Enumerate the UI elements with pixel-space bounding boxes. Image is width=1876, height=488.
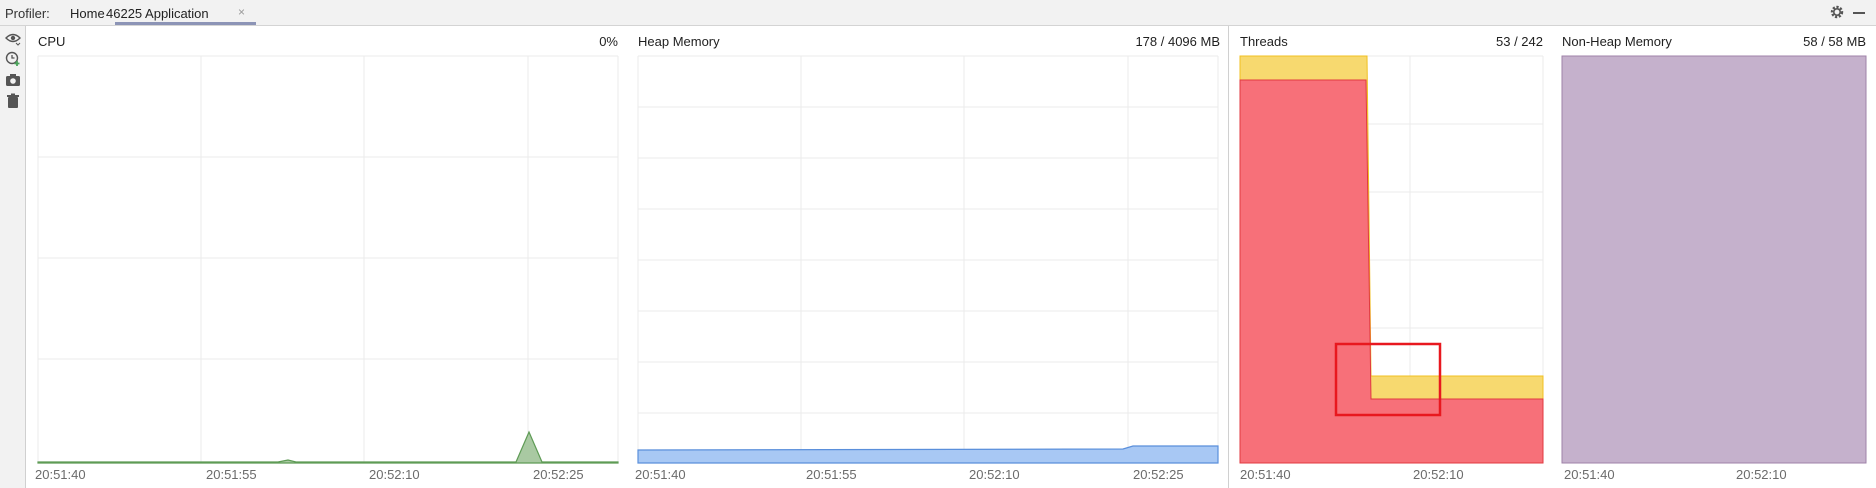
cpu-panel: CPU 0% 20:51:40 20:51:55 20:52:10 20:52:… [26, 26, 626, 488]
trash-icon[interactable] [5, 93, 21, 109]
threads-value: 53 / 242 [1496, 34, 1543, 49]
cpu-title: CPU [38, 34, 66, 49]
cpu-tick: 20:51:40 [35, 467, 86, 482]
heap-grid [637, 55, 1219, 463]
nonheap-tick: 20:52:10 [1736, 467, 1787, 482]
nonheap-tick: 20:51:40 [1564, 467, 1615, 482]
threads-title: Threads [1240, 34, 1288, 49]
cpu-usage-area [37, 430, 619, 464]
heap-usage-area [637, 445, 1219, 464]
nonheap-panel: Non-Heap Memory 58 / 58 MB 20:51:40 20:5… [1551, 26, 1876, 488]
heap-tick: 20:52:25 [1133, 467, 1184, 482]
heap-tick: 20:51:40 [635, 467, 686, 482]
panel-divider [1228, 26, 1229, 488]
cpu-value: 0% [599, 34, 618, 49]
threads-chart[interactable] [1239, 55, 1544, 464]
clock-add-icon[interactable] [5, 51, 21, 67]
heap-panel: Heap Memory 178 / 4096 MB 20:51:40 20:51… [626, 26, 1228, 488]
nonheap-usage-area [1561, 55, 1867, 464]
tab-application[interactable]: 46225 Application [106, 6, 209, 21]
selection-highlight [1334, 342, 1442, 417]
nonheap-title: Non-Heap Memory [1562, 34, 1672, 49]
nonheap-chart[interactable] [1561, 55, 1867, 464]
threads-panel: Threads 53 / 242 20:51:40 20:52:10 [1229, 26, 1551, 488]
camera-icon[interactable] [5, 72, 21, 88]
profiler-toolbar: Profiler: Home 46225 Application × [0, 0, 1876, 26]
tab-home[interactable]: Home [70, 6, 105, 21]
cpu-grid [37, 55, 619, 463]
cpu-tick: 20:52:10 [369, 467, 420, 482]
cpu-tick: 20:51:55 [206, 467, 257, 482]
nonheap-value: 58 / 58 MB [1803, 34, 1866, 49]
profiler-sidebar [0, 26, 26, 488]
threads-tick: 20:52:10 [1413, 467, 1464, 482]
threads-tick: 20:51:40 [1240, 467, 1291, 482]
profiler-label: Profiler: [5, 6, 50, 21]
threads-active-area [1239, 79, 1544, 464]
heap-tick: 20:52:10 [969, 467, 1020, 482]
active-tab-indicator [115, 22, 256, 25]
minimize-icon[interactable] [1853, 12, 1865, 14]
cpu-tick: 20:52:25 [533, 467, 584, 482]
heap-tick: 20:51:55 [806, 467, 857, 482]
heap-value: 178 / 4096 MB [1135, 34, 1220, 49]
heap-chart[interactable] [637, 55, 1219, 464]
eye-icon[interactable] [5, 30, 21, 46]
cpu-chart[interactable] [37, 55, 619, 464]
tab-close-icon[interactable]: × [238, 5, 246, 19]
gear-icon[interactable] [1830, 5, 1844, 19]
heap-title: Heap Memory [638, 34, 720, 49]
